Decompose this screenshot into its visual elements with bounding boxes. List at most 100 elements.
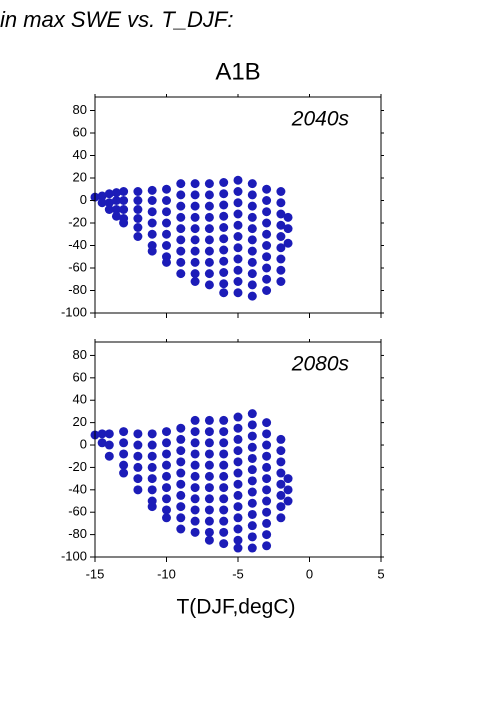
scatter-point bbox=[190, 201, 200, 211]
scatter-point bbox=[204, 415, 214, 425]
scatter-point bbox=[147, 440, 157, 450]
scatter-point bbox=[204, 516, 214, 526]
scatter-point bbox=[247, 465, 257, 475]
scatter-point bbox=[190, 212, 200, 222]
scatter-point bbox=[262, 229, 272, 239]
scatter-point bbox=[190, 505, 200, 515]
scatter-point bbox=[247, 498, 257, 508]
scatter-point bbox=[204, 471, 214, 481]
scatter-point bbox=[204, 535, 214, 545]
scatter-point bbox=[247, 201, 257, 211]
scatter-point bbox=[276, 513, 286, 523]
scatter-point bbox=[119, 449, 129, 459]
scatter-point bbox=[262, 274, 272, 284]
scatter-point bbox=[162, 449, 171, 459]
scatter-point bbox=[233, 220, 243, 230]
scatter-point bbox=[133, 205, 143, 214]
scatter-point bbox=[97, 191, 107, 201]
scatter-point bbox=[97, 198, 107, 208]
scatter-point bbox=[247, 280, 257, 290]
scatter-point bbox=[247, 453, 257, 463]
scatter-point bbox=[162, 427, 171, 437]
y-tick-label: 0 bbox=[80, 436, 87, 451]
scatter-point bbox=[176, 479, 186, 489]
scatter-point bbox=[119, 205, 129, 214]
scatter-point bbox=[162, 483, 171, 493]
scatter-point bbox=[104, 205, 114, 214]
scatter-point bbox=[147, 451, 157, 461]
scatter-point bbox=[162, 494, 171, 504]
scatter-point bbox=[97, 438, 107, 448]
scatter-point bbox=[190, 483, 200, 493]
scatter-point bbox=[283, 238, 293, 248]
scatter-point bbox=[233, 457, 243, 467]
scatter-point bbox=[133, 440, 143, 450]
scatter-point bbox=[247, 420, 257, 430]
scatter-point bbox=[119, 427, 129, 437]
scatter-point bbox=[219, 494, 229, 504]
scatter-point bbox=[262, 530, 272, 540]
scatter-point bbox=[247, 509, 257, 519]
scatter-point bbox=[190, 235, 200, 245]
scatter-point bbox=[176, 235, 186, 245]
scatter-point bbox=[204, 494, 214, 504]
scatter-point bbox=[219, 539, 229, 549]
scatter-point bbox=[233, 412, 243, 422]
scatter-point bbox=[247, 431, 257, 441]
scatter-point bbox=[219, 288, 229, 298]
scatter-point bbox=[276, 232, 286, 241]
scatter-point bbox=[276, 243, 286, 253]
scatter-point bbox=[262, 218, 272, 228]
scatter-point bbox=[176, 423, 186, 433]
scatter-point bbox=[176, 212, 186, 222]
scatter-point bbox=[147, 474, 157, 484]
scatter-point bbox=[204, 257, 214, 267]
y-tick-label: 60 bbox=[73, 369, 87, 384]
scatter-point bbox=[262, 252, 272, 262]
scatter-point bbox=[247, 442, 257, 452]
scatter-point bbox=[190, 494, 200, 504]
scatter-point bbox=[233, 277, 243, 286]
scatter-point bbox=[162, 505, 171, 515]
scatter-point bbox=[276, 468, 286, 478]
y-tick-label: 80 bbox=[73, 102, 87, 117]
scatter-point bbox=[262, 451, 272, 461]
scatter-point bbox=[219, 449, 229, 459]
scatter-point bbox=[233, 209, 243, 219]
scatter-point bbox=[276, 490, 286, 500]
scatter-point bbox=[219, 189, 229, 199]
scatter-point bbox=[276, 277, 286, 286]
scatter-point bbox=[247, 212, 257, 222]
page-heading: in max SWE vs. T_DJF: bbox=[0, 7, 233, 32]
scatter-point bbox=[190, 438, 200, 448]
scatter-point bbox=[204, 460, 214, 470]
scatter-point bbox=[119, 438, 129, 448]
scatter-point bbox=[283, 496, 293, 506]
scatter-point bbox=[190, 246, 200, 256]
scatter-point bbox=[233, 524, 243, 534]
scatter-point bbox=[283, 474, 293, 484]
scatter-point bbox=[119, 460, 129, 470]
scatter-point bbox=[247, 190, 257, 200]
scatter-point bbox=[219, 223, 229, 232]
scatter-point bbox=[162, 184, 171, 194]
y-tick-label: -60 bbox=[68, 259, 87, 274]
scatter-point bbox=[162, 471, 171, 481]
scatter-point bbox=[276, 220, 286, 230]
scatter-point bbox=[176, 513, 186, 523]
scatter-point bbox=[247, 224, 257, 234]
x-tick-label: 5 bbox=[377, 566, 384, 581]
scatter-point bbox=[104, 429, 114, 439]
scatter-point bbox=[147, 246, 157, 256]
scatter-point bbox=[204, 224, 214, 234]
scatter-point bbox=[204, 483, 214, 493]
scatter-point bbox=[204, 201, 214, 211]
scatter-point bbox=[233, 423, 243, 433]
scatter-point bbox=[233, 187, 243, 196]
scatter-point bbox=[219, 279, 229, 289]
scatter-point bbox=[147, 218, 157, 228]
scatter-point bbox=[233, 535, 243, 545]
scatter-point bbox=[190, 516, 200, 526]
scatter-point bbox=[133, 232, 143, 241]
